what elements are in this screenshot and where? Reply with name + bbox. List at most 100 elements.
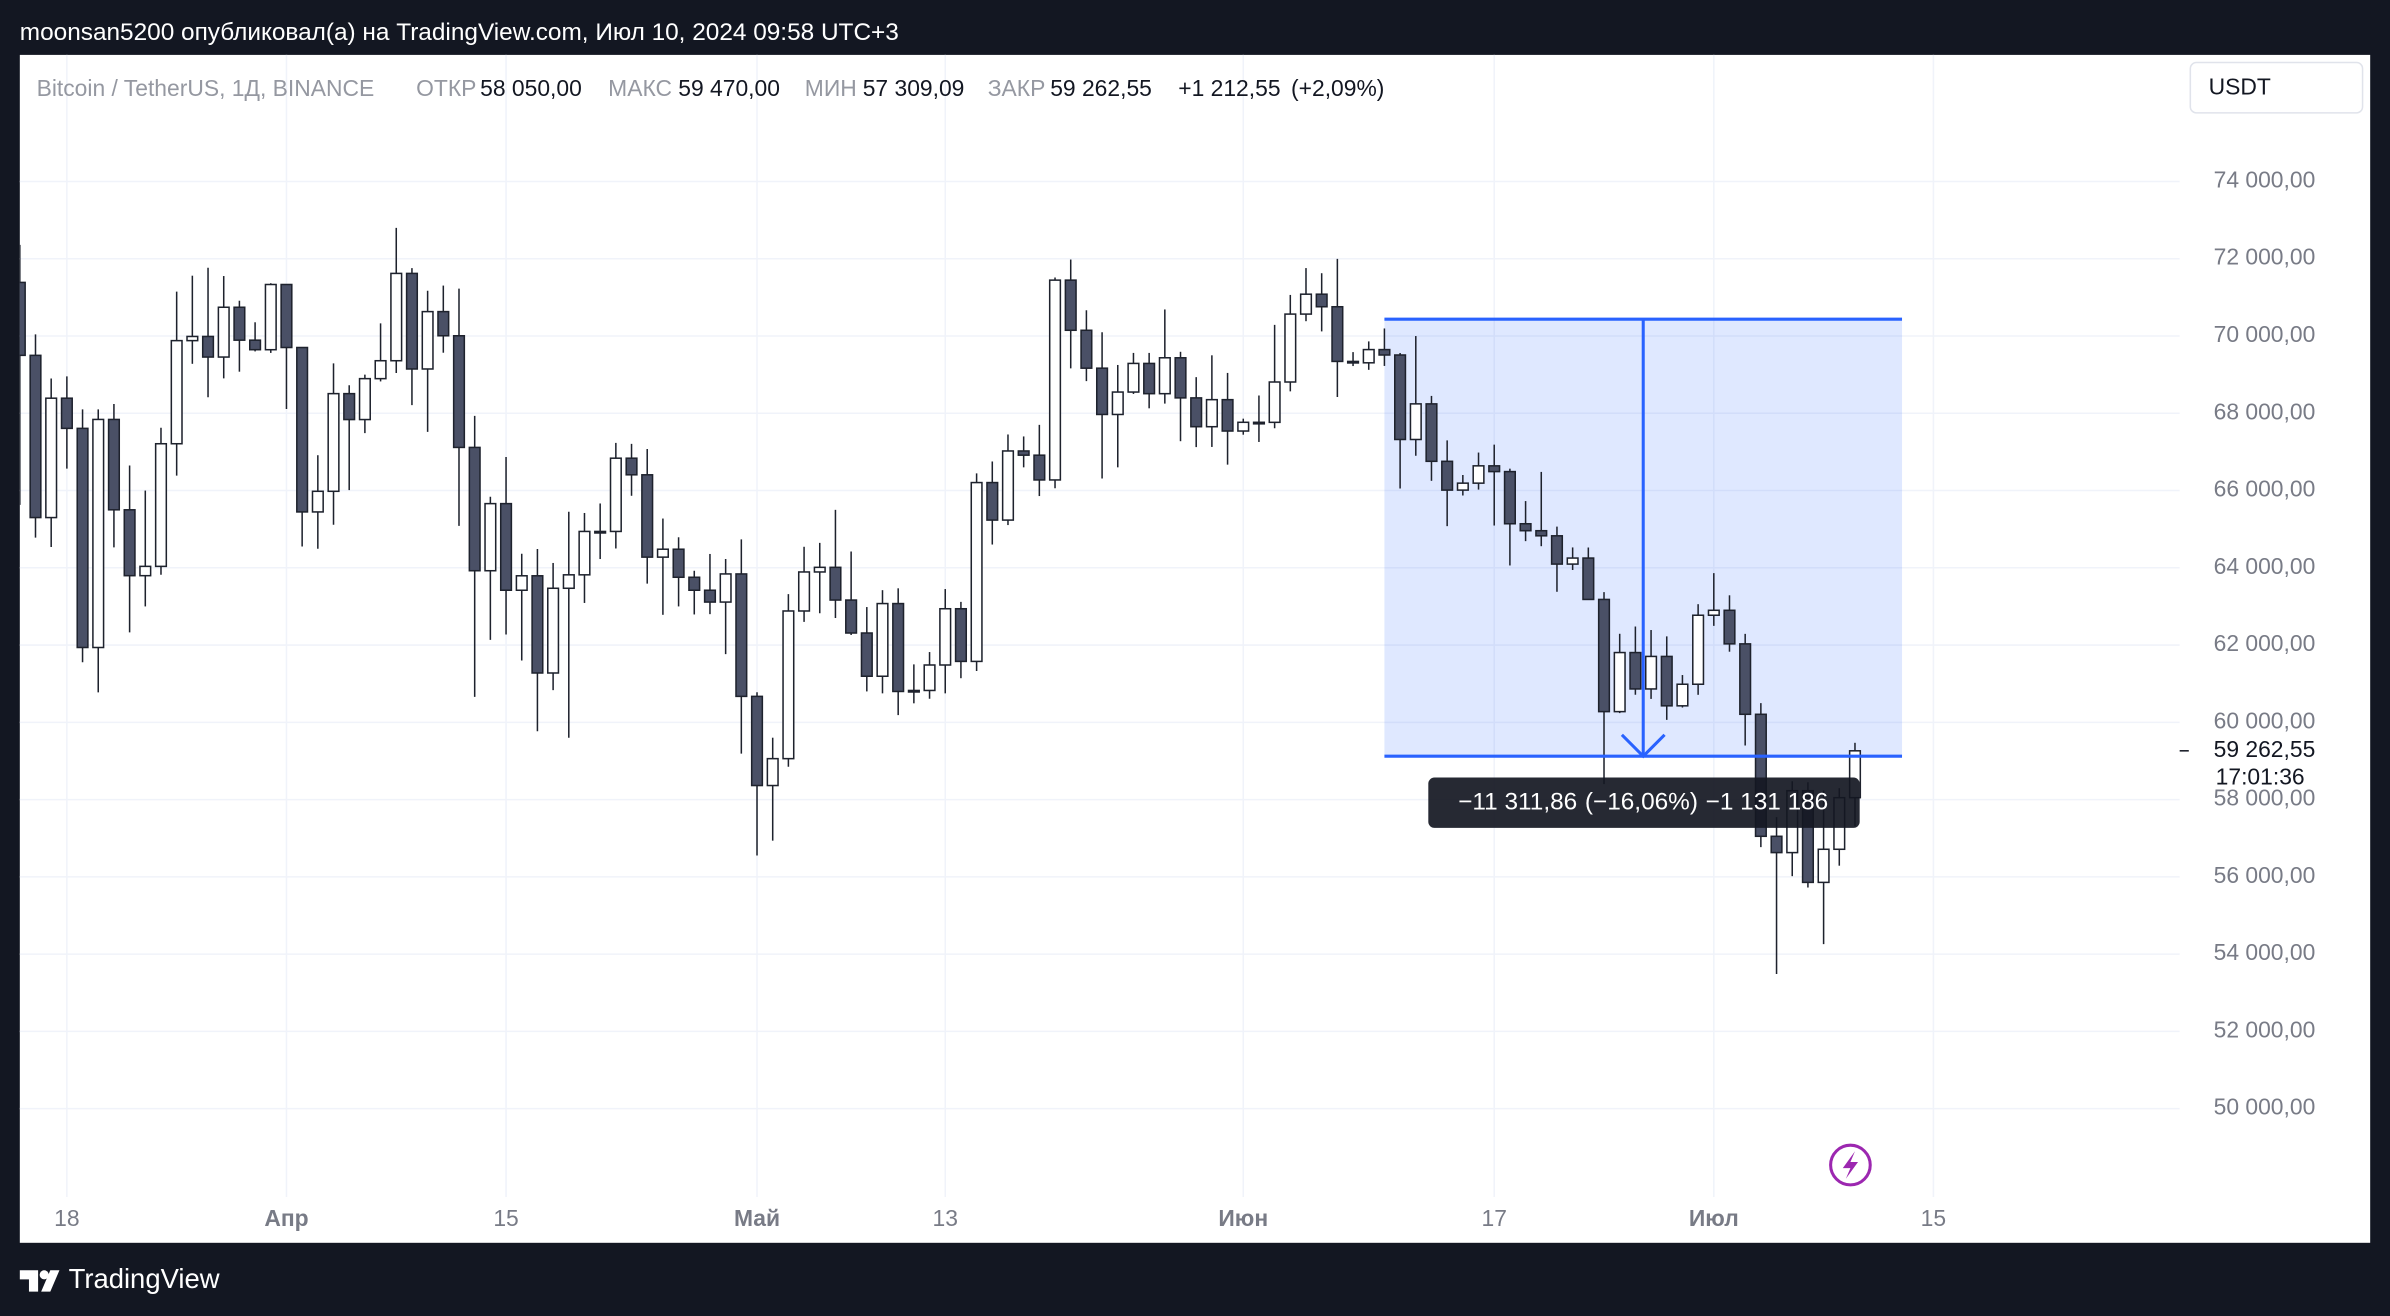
candle-body	[782, 610, 795, 760]
x-tick-label: Май	[734, 1205, 780, 1231]
candle-body	[107, 418, 121, 511]
candle-body	[1582, 557, 1595, 601]
measure-change: −11 311,86	[1458, 789, 1577, 816]
candle-body	[845, 599, 858, 634]
legend-value: 57 309,09	[863, 75, 965, 101]
y-tick-label: 72 000,00	[2214, 244, 2316, 270]
y-tick-label: 66 000,00	[2214, 476, 2316, 502]
candle-body	[829, 566, 842, 601]
candle-body	[1441, 460, 1454, 491]
candle-body	[139, 565, 152, 577]
legend-change-percent: (+2,09%)	[1291, 75, 1384, 101]
candle-body	[1488, 465, 1501, 473]
flash-bolt	[1842, 1151, 1859, 1179]
candle-body	[562, 574, 575, 590]
candle-body	[1739, 643, 1752, 716]
candle-body	[1754, 713, 1767, 838]
candle-body	[1660, 655, 1673, 707]
candle-body	[1315, 293, 1328, 308]
candle-body	[217, 306, 230, 358]
candle-body	[1723, 609, 1736, 645]
candle-body	[1394, 354, 1407, 441]
candle-body	[186, 335, 199, 342]
candle-body	[1770, 835, 1783, 854]
y-tick-label: 56 000,00	[2214, 862, 2316, 888]
candles	[19, 227, 1862, 975]
measure-label-box	[1428, 777, 1860, 828]
x-tick-label: 17	[1482, 1205, 1507, 1231]
candle-body	[547, 587, 560, 674]
candle-body	[1707, 609, 1720, 616]
candle-body	[296, 346, 309, 513]
y-tick-label: 54 000,00	[2214, 939, 2316, 965]
x-tick-label: 15	[493, 1205, 518, 1231]
y-tick-label: 70 000,00	[2214, 321, 2316, 347]
candle-body	[1095, 367, 1109, 416]
candle-body	[923, 664, 936, 692]
legend-value: 58 050,00	[480, 75, 582, 101]
x-tick-label: Июл	[1689, 1205, 1739, 1231]
legend-change: +1 212,55	[1178, 75, 1280, 101]
candle-body	[437, 310, 450, 337]
candle-body	[1111, 391, 1124, 416]
symbol: Bitcoin / TetherUS, 1Д, BINANCE	[37, 75, 375, 101]
candle-body	[1629, 651, 1642, 690]
candle-body	[1064, 279, 1077, 332]
candle-body	[233, 306, 246, 341]
candle-body	[1644, 655, 1658, 690]
candle-body	[1205, 398, 1218, 428]
candle-body	[939, 607, 952, 666]
brand: TradingView	[69, 1263, 220, 1294]
legend-value: 59 470,00	[678, 75, 780, 101]
legend-name: ОТКР	[416, 75, 476, 101]
y-tick-label: 58 000,00	[2214, 785, 2316, 811]
y-tick-label: 50 000,00	[2214, 1094, 2316, 1120]
candle-body	[594, 530, 607, 534]
last-price-label: 59 262,55	[2214, 736, 2316, 762]
candle-body	[280, 283, 293, 349]
x-tick-label: 15	[1921, 1205, 1946, 1231]
candle-body	[1409, 403, 1422, 441]
candle-body	[1456, 482, 1469, 491]
candle-body	[735, 573, 748, 698]
candle-body	[1613, 651, 1626, 713]
candle-body	[1158, 357, 1171, 395]
candle-body	[1519, 522, 1532, 532]
candle-body	[19, 281, 26, 357]
y-tick-label: 60 000,00	[2214, 707, 2316, 733]
candle-body	[1346, 360, 1360, 364]
candle-body	[1817, 848, 1830, 884]
candle-body	[1284, 313, 1297, 383]
legend-name: МАКС	[608, 75, 672, 101]
candle-body	[264, 283, 277, 351]
x-tick-label: Апр	[264, 1205, 308, 1231]
candle-body	[1425, 403, 1438, 463]
candle-body	[986, 481, 999, 521]
candle-body	[876, 602, 889, 678]
countdown: 17:01:36	[2216, 763, 2305, 789]
currency-button[interactable]	[2189, 61, 2364, 114]
flash-icon[interactable]	[1829, 1143, 1872, 1187]
measure-percent: (−16,06%)	[1585, 789, 1698, 816]
candle-body	[123, 509, 136, 577]
candle-body	[374, 359, 387, 380]
candle-body	[954, 607, 968, 663]
candle-body	[1048, 279, 1062, 481]
candle-body	[1472, 465, 1485, 484]
candle-body	[1535, 529, 1548, 537]
candle-body	[468, 446, 481, 572]
candle-body	[484, 502, 497, 572]
currency-label: USDT	[2209, 73, 2271, 99]
candle-body	[1566, 557, 1579, 565]
x-tick-label: Июн	[1218, 1205, 1268, 1231]
candle-body	[76, 427, 89, 649]
candle-body	[1190, 397, 1203, 428]
legend-row: Bitcoin / TetherUS, 1Д, BINANCE ОТКР 58 05…	[37, 75, 1385, 101]
candle-body	[719, 573, 732, 603]
candle-body	[499, 502, 513, 592]
candle-body	[970, 481, 983, 663]
candle-body	[578, 530, 591, 576]
candle-body	[60, 397, 73, 430]
candle-body	[1676, 683, 1689, 707]
candle-body	[1550, 535, 1564, 565]
